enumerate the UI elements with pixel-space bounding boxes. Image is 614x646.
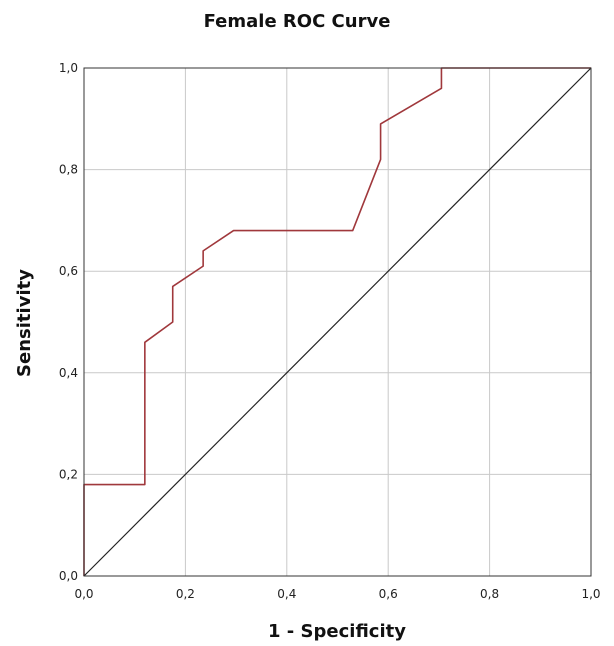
roc-curve-line bbox=[83, 67, 591, 576]
chart-title: Female ROC Curve bbox=[204, 11, 391, 32]
y-tick-label: 0,4 bbox=[59, 366, 78, 380]
plot-frame bbox=[83, 67, 592, 577]
x-tick-label: 0,8 bbox=[480, 587, 499, 601]
y-tick-label: 0,6 bbox=[59, 264, 78, 278]
y-tick-label: 0,8 bbox=[59, 163, 78, 177]
y-tick-label: 0,2 bbox=[59, 467, 78, 481]
x-tick-label: 0,4 bbox=[277, 587, 296, 601]
tick-labels: 0,0 0,2 0,4 0,6 0,8 1,0 0,0 0,2 0,4 0,6 0,8 1,0 bbox=[59, 61, 601, 601]
y-axis-label: Sensitivity bbox=[14, 269, 35, 377]
series bbox=[83, 67, 592, 577]
y-tick-label: 0,0 bbox=[59, 569, 78, 583]
reference-diagonal-line bbox=[83, 67, 592, 577]
x-tick-label: 0,2 bbox=[176, 587, 195, 601]
x-axis-label: 1 - Specificity bbox=[268, 621, 406, 642]
y-tick-label: 1,0 bbox=[59, 61, 78, 75]
x-tick-label: 1,0 bbox=[581, 587, 600, 601]
x-tick-label: 0,0 bbox=[74, 587, 93, 601]
x-tick-label: 0,6 bbox=[379, 587, 398, 601]
